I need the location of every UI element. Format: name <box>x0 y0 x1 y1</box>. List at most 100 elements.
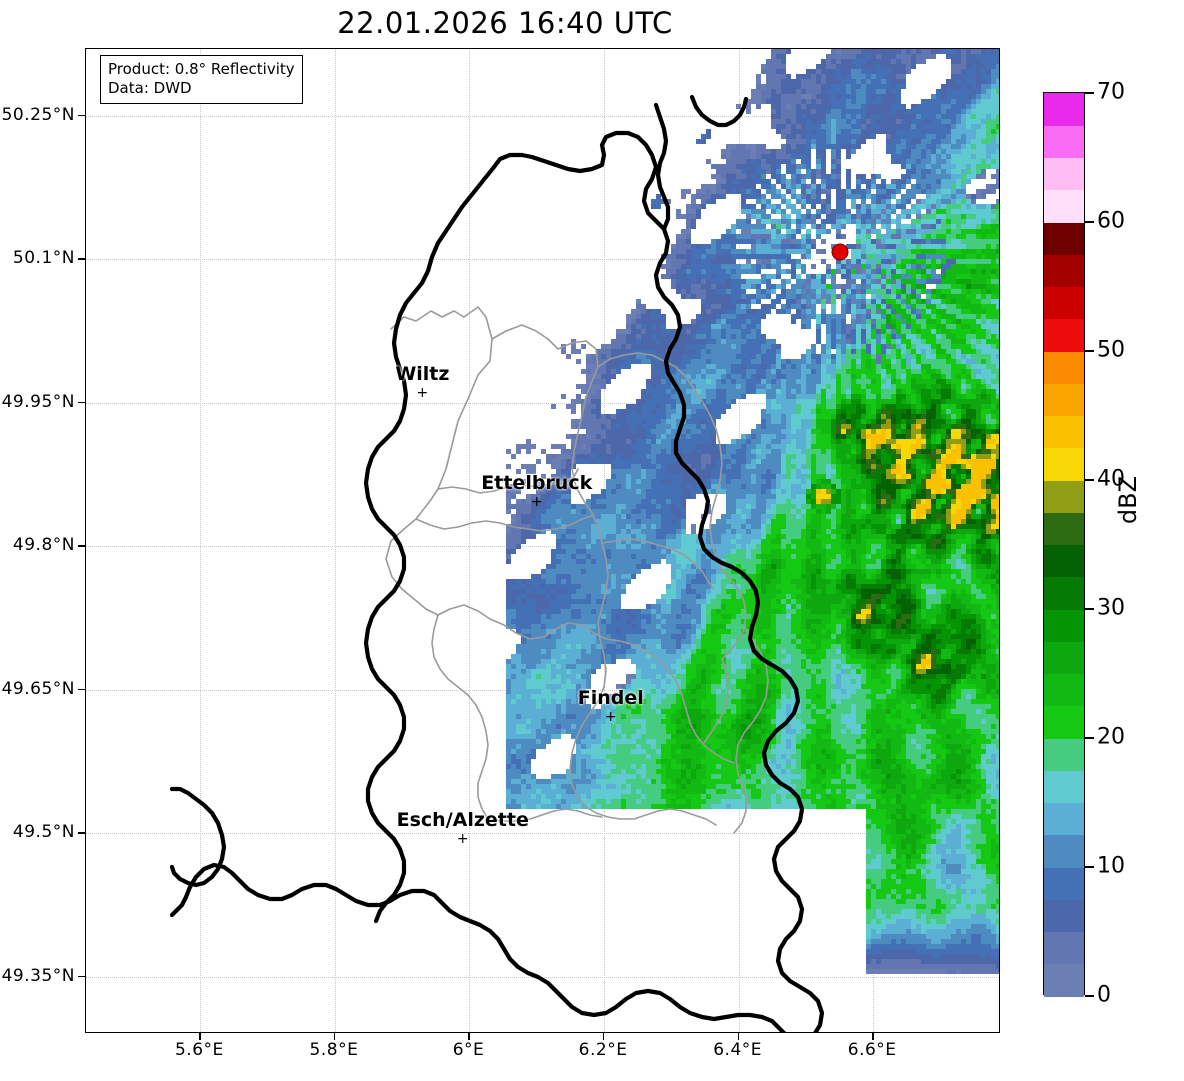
gridline-lon <box>334 49 336 1032</box>
lat-tick-mark <box>78 975 85 977</box>
colorbar-tick-label: 60 <box>1097 208 1125 234</box>
colorbar-tick-mark <box>1085 479 1094 481</box>
gridline-lon <box>200 49 202 1032</box>
city-name: Ettelbruck <box>481 472 593 495</box>
gridline-lat <box>86 259 999 261</box>
national-borders <box>169 94 825 1032</box>
city-name: Esch/Alzette <box>396 809 529 831</box>
colorbar-tick-mark <box>1085 350 1094 352</box>
colorbar-band <box>1044 415 1084 449</box>
lon-tick-mark <box>333 1033 336 1040</box>
lon-tick-mark <box>199 1033 201 1040</box>
colorbar-band <box>1044 641 1084 675</box>
colorbar-tick-label: 50 <box>1097 337 1125 363</box>
colorbar-tick-mark <box>1085 866 1094 868</box>
colorbar-tick-label: 30 <box>1097 595 1125 621</box>
lat-tick-mark <box>78 258 85 260</box>
radar-map-canvas: Wiltz + Ettelbruck + Findel + Esch/Alzette + Pr… <box>86 49 999 1032</box>
colorbar-band <box>1044 189 1084 223</box>
colorbar-band <box>1044 351 1084 384</box>
lat-tick-label: 49.65°N <box>1 678 75 699</box>
colorbar-band <box>1044 447 1084 481</box>
colorbar-band <box>1044 673 1084 707</box>
colorbar-band <box>1044 125 1084 159</box>
colorbar-band <box>1044 157 1084 191</box>
product-info-box: Product: 0.8° Reflectivity Data: DWD <box>100 55 303 105</box>
lat-tick-mark <box>78 832 85 834</box>
colorbar-tick-mark <box>1085 92 1094 94</box>
city-label-esch-alzette: Esch/Alzette + <box>396 809 529 847</box>
lat-tick-label: 49.8°N <box>12 535 75 556</box>
lon-tick-label: 5.6°E <box>174 1040 224 1060</box>
radar-site-marker[interactable] <box>831 243 849 261</box>
colorbar-tick-label: 40 <box>1097 466 1125 492</box>
colorbar-band <box>1044 738 1084 771</box>
colorbar-band <box>1044 544 1084 578</box>
city-name: Wiltz <box>395 363 450 386</box>
colorbar-band <box>1044 899 1084 933</box>
city-marker-icon: + <box>604 708 617 725</box>
colorbar-tick-label: 20 <box>1097 724 1125 750</box>
colorbar-band <box>1044 286 1084 320</box>
gridline-lat <box>86 833 999 835</box>
lon-tick-label: 6.2°E <box>578 1040 628 1060</box>
colorbar[interactable] <box>1043 92 1085 997</box>
colorbar-band <box>1044 480 1084 513</box>
lat-tick-label: 50.25°N <box>1 104 75 125</box>
gridline-lat <box>86 546 999 548</box>
data-source-line: Data: DWD <box>108 79 192 98</box>
lat-tick-label: 49.35°N <box>1 965 75 986</box>
lat-tick-label: 49.5°N <box>12 822 75 843</box>
lat-tick-mark <box>78 401 85 404</box>
lon-tick-label: 6°E <box>452 1040 485 1060</box>
lon-tick-label: 6.4°E <box>713 1040 762 1060</box>
colorbar-band <box>1044 770 1084 804</box>
radar-map-plot[interactable]: Wiltz + Ettelbruck + Findel + Esch/Alzette + Pr… <box>85 48 1000 1033</box>
product-line: Product: 0.8° Reflectivity <box>108 60 295 78</box>
colorbar-band <box>1044 705 1084 739</box>
colorbar-band <box>1044 222 1084 255</box>
colorbar-tick-label: 70 <box>1097 79 1125 105</box>
district-borders <box>385 306 769 834</box>
colorbar-band <box>1044 834 1084 868</box>
colorbar-tick-label: 0 <box>1097 982 1111 1008</box>
colorbar-tick-mark <box>1085 737 1094 739</box>
gridline-lat <box>86 115 999 117</box>
city-marker-icon: + <box>416 385 429 402</box>
colorbar-band <box>1044 931 1084 965</box>
city-label-wiltz: Wiltz + <box>395 363 450 402</box>
lat-tick-label: 49.95°N <box>1 391 75 412</box>
lat-tick-mark <box>78 545 85 547</box>
colorbar-band <box>1044 802 1084 836</box>
colorbar-band <box>1044 867 1084 900</box>
colorbar-tick-mark <box>1085 221 1094 223</box>
page-title: 22.01.2026 16:40 UTC <box>337 6 673 40</box>
lon-tick-mark <box>468 1033 470 1040</box>
gridline-lat <box>86 402 999 404</box>
gridline-lat <box>86 976 999 978</box>
lon-tick-mark <box>872 1033 874 1040</box>
colorbar-tick-mark <box>1085 995 1094 997</box>
lon-tick-mark <box>737 1033 739 1040</box>
colorbar-band <box>1044 383 1084 417</box>
city-marker-icon: + <box>456 831 469 847</box>
lat-tick-label: 50.1°N <box>12 248 75 269</box>
lon-tick-label: 6.6°E <box>847 1040 897 1060</box>
gridline-lon <box>469 49 471 1032</box>
colorbar-band <box>1044 93 1084 126</box>
colorbar-tick-mark <box>1085 608 1094 610</box>
colorbar-band <box>1044 963 1084 997</box>
map-borders-layer <box>169 94 825 1032</box>
city-label-ettelbruck: Ettelbruck + <box>481 472 593 511</box>
lon-tick-label: 5.8°E <box>309 1040 359 1060</box>
colorbar-band <box>1044 318 1084 352</box>
lon-tick-mark <box>603 1033 605 1040</box>
lat-tick-mark <box>78 688 85 691</box>
colorbar-band <box>1044 609 1084 642</box>
colorbar-band <box>1044 512 1084 546</box>
colorbar-band <box>1044 254 1084 288</box>
lat-tick-mark <box>78 114 85 117</box>
city-marker-icon: + <box>530 494 543 511</box>
colorbar-band <box>1044 576 1084 610</box>
city-label-findel: Findel + <box>578 688 644 725</box>
